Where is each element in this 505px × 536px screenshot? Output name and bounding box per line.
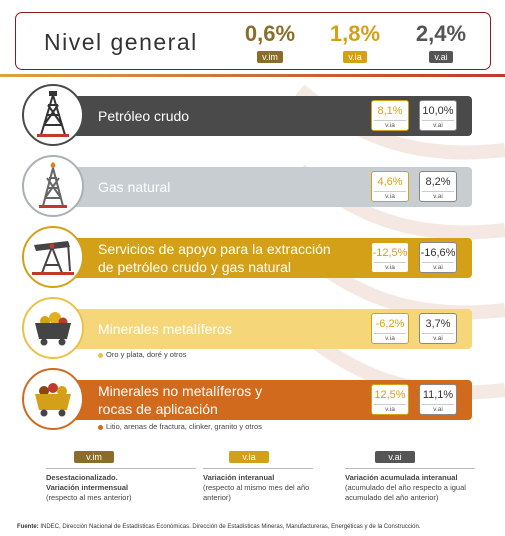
via-tag: v.ia [374, 404, 406, 413]
category-bar: Minerales metalíferos -6,2% v.ia 3,7% v.… [68, 309, 472, 349]
summary-header: Nivel general 0,6% v.im 1,8% v.ia 2,4% v… [15, 12, 491, 70]
header-value-tag: v.ia [343, 51, 367, 63]
category-note-text: Oro y plata, doré y otros [106, 350, 187, 359]
legend-divider [345, 468, 475, 469]
gas-rig-icon [22, 155, 84, 217]
via-value: -12,5% [372, 247, 408, 259]
legend-description: (respecto al mismo mes del año anterior) [203, 483, 310, 502]
bullet-dot-icon [98, 352, 103, 358]
category-label: Servicios de apoyo para la extracción de… [98, 238, 331, 278]
vai-box: 10,0% v.ai [419, 100, 457, 131]
vai-box: -16,6% v.ai [419, 242, 457, 273]
vai-value: 10,0% [422, 105, 454, 117]
category-label: Minerales no metalíferos y rocas de apli… [98, 380, 262, 420]
category-label-line2: rocas de aplicación [98, 401, 218, 417]
legend-title: Variación interanual [203, 473, 275, 482]
category-label-line1: Minerales no metalíferos y [98, 383, 263, 399]
via-tag: v.ia [374, 262, 406, 271]
category-note: Oro y plata, doré y otros [98, 350, 186, 359]
vai-box: 8,2% v.ai [419, 171, 457, 202]
vai-box: 3,7% v.ai [419, 313, 457, 344]
vai-tag: v.ai [422, 191, 454, 200]
via-value: 8,1% [377, 105, 403, 117]
via-tag: v.ia [374, 333, 406, 342]
category-label: Petróleo crudo [98, 96, 189, 136]
row-petroleo-crudo: Petróleo crudo 8,1% v.ia 10,0% v.ai [0, 84, 505, 146]
via-box: -6,2% v.ia [371, 313, 409, 344]
via-value: 12,5% [374, 389, 406, 401]
via-box: 8,1% v.ia [371, 100, 409, 131]
oil-derrick-icon [22, 84, 84, 146]
legend-vai: v.ai Variación acumulada interanual (acu… [345, 451, 475, 503]
category-bar: Gas natural 4,6% v.ia 8,2% v.ai [68, 167, 472, 207]
category-label-text: Gas natural [98, 179, 171, 195]
header-value-via: 1,8% v.ia [323, 21, 387, 65]
header-value-tag: v.im [257, 51, 283, 63]
via-box: -12,5% v.ia [371, 242, 409, 273]
vai-value: 8,2% [425, 176, 451, 188]
via-value: 4,6% [377, 176, 403, 188]
bullet-dot-icon [98, 424, 103, 430]
via-tag: v.ia [374, 191, 406, 200]
row-minerales-no-metaliferos: Minerales no metalíferos y rocas de apli… [0, 368, 505, 431]
legend-via: v.ia Variación interanual (respecto al m… [203, 451, 313, 503]
legend-tag: v.im [74, 451, 114, 463]
pumpjack-icon [22, 226, 84, 288]
vai-tag: v.ai [422, 120, 454, 129]
header-value-number: 1,8% [329, 21, 381, 46]
vai-tag: v.ai [422, 404, 454, 413]
legend-vim: v.im Desestacionalizado. Variación inter… [46, 451, 196, 503]
vai-value: 3,7% [425, 318, 451, 330]
legend-divider [46, 468, 196, 469]
row-minerales-metaliferos: Minerales metalíferos -6,2% v.ia 3,7% v.… [0, 297, 505, 359]
vai-value: -16,6% [420, 247, 456, 259]
header-value-number: 0,6% [244, 21, 296, 46]
source-label: Fuente: [17, 524, 39, 530]
category-label-text: Minerales metalíferos [98, 321, 232, 337]
legend-description: (respecto al mes anterior) [46, 493, 132, 502]
category-note: Litio, arenas de fractura, clinker, gran… [98, 422, 262, 431]
category-bar: Servicios de apoyo para la extracción de… [68, 238, 472, 278]
vai-tag: v.ai [422, 262, 454, 271]
mine-cart-rocks-icon [22, 368, 84, 430]
category-label-line2: de petróleo crudo y gas natural [98, 259, 292, 275]
header-value-vim: 0,6% v.im [238, 21, 302, 65]
mine-cart-gold-icon [22, 297, 84, 359]
vai-tag: v.ai [422, 333, 454, 342]
source-note: Fuente: INDEC, Dirección Nacional de Est… [17, 524, 497, 530]
category-label: Minerales metalíferos [98, 309, 232, 349]
legend-title: Desestacionalizado. Variación intermensu… [46, 473, 129, 492]
category-bar: Minerales no metalíferos y rocas de apli… [68, 380, 472, 420]
source-text: INDEC, Dirección Nacional de Estadística… [38, 524, 421, 530]
category-label-line1: Servicios de apoyo para la extracción [98, 241, 331, 257]
header-divider [0, 74, 505, 77]
row-servicios-apoyo: Servicios de apoyo para la extracción de… [0, 226, 505, 288]
page-title: Nivel general [44, 29, 198, 55]
via-tag: v.ia [374, 120, 406, 129]
via-value: -6,2% [375, 318, 405, 330]
via-box: 4,6% v.ia [371, 171, 409, 202]
legend-title: Variación acumulada interanual [345, 473, 458, 482]
vai-value: 11,1% [422, 389, 454, 401]
legend-tag: v.ai [375, 451, 415, 463]
category-bar: Petróleo crudo 8,1% v.ia 10,0% v.ai [68, 96, 472, 136]
category-note-text: Litio, arenas de fractura, clinker, gran… [106, 422, 262, 431]
legend-divider [203, 468, 313, 469]
category-label: Gas natural [98, 167, 170, 207]
header-value-vai: 2,4% v.ai [409, 21, 473, 65]
category-label-text: Petróleo crudo [98, 108, 190, 124]
legend-tag: v.ia [229, 451, 269, 463]
header-value-tag: v.ai [429, 51, 453, 63]
row-gas-natural: Gas natural 4,6% v.ia 8,2% v.ai [0, 155, 505, 217]
header-value-number: 2,4% [415, 21, 467, 46]
via-box: 12,5% v.ia [371, 384, 409, 415]
vai-box: 11,1% v.ai [419, 384, 457, 415]
legend-description: (acumulado del año respecto a igual acum… [345, 483, 466, 502]
